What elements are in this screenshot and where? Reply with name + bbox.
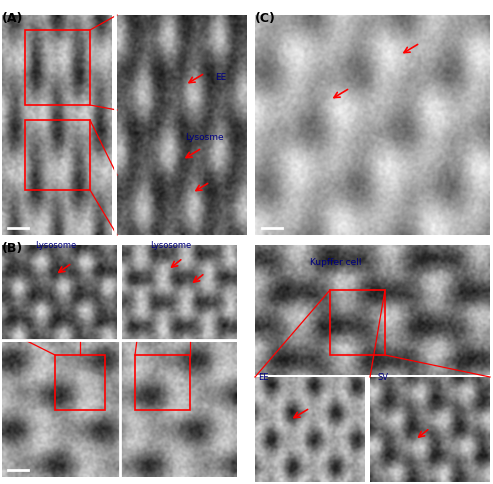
Text: (A): (A) (2, 12, 23, 25)
Text: (B): (B) (2, 242, 23, 255)
Text: Lysosome: Lysosome (35, 241, 76, 250)
Bar (330, 290, 385, 355)
Text: Kupffer cell: Kupffer cell (310, 258, 361, 267)
Text: Lysosme: Lysosme (185, 133, 224, 142)
Text: EE: EE (215, 73, 226, 82)
Bar (25, 120, 90, 190)
Text: (C): (C) (255, 12, 276, 25)
Bar (135, 355, 190, 410)
Bar (25, 30, 90, 105)
Text: Lysosome: Lysosome (150, 241, 191, 250)
Bar (55, 355, 105, 410)
Text: EE: EE (258, 373, 269, 382)
Text: SV: SV (378, 373, 389, 382)
